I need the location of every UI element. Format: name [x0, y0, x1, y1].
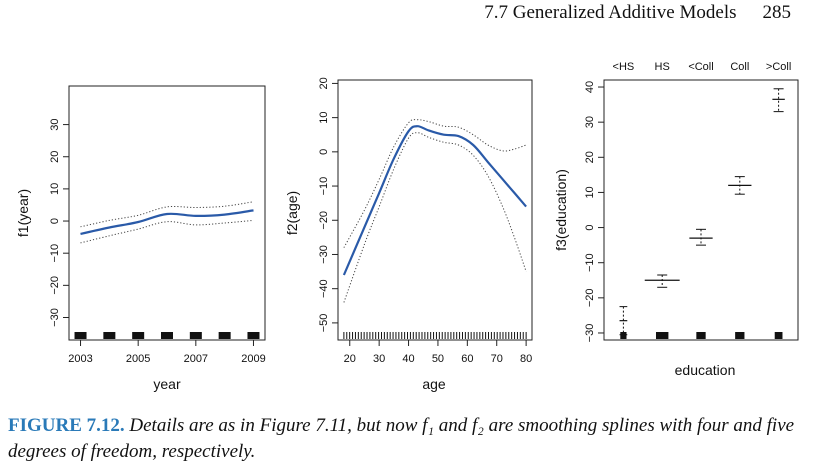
confidence-band-upper [343, 119, 527, 248]
y-tick-label: −20 [49, 276, 61, 295]
y-tick-label: −10 [584, 253, 596, 272]
y-axis-label: f1(year) [15, 189, 31, 237]
y-tick-label: −20 [318, 211, 330, 230]
rug-mark [189, 332, 202, 339]
x-axis-label: age [422, 376, 446, 392]
y-tick-label: −20 [584, 289, 596, 308]
plot-marks: −30 −20 −10 0 10 20 30 40 <HS HS <Coll Coll >Coll [584, 61, 791, 342]
rug-mark [655, 332, 669, 339]
rug-mark [247, 332, 260, 339]
y-tick-label: 20 [318, 77, 330, 89]
rug-mark [74, 332, 87, 339]
y-tick-label: 40 [584, 81, 596, 93]
x-tick-label: 40 [402, 353, 414, 365]
fitted-curve [80, 209, 254, 235]
x-axis-label: education [675, 362, 736, 378]
y-tick-label: 0 [49, 218, 61, 224]
category-label: Coll [730, 61, 749, 73]
section-title: 7.7 Generalized Additive Models [484, 2, 737, 23]
category-label: >Coll [766, 61, 791, 73]
y-tick-label: −50 [318, 314, 330, 333]
x-tick-label: 60 [461, 353, 473, 365]
page-number: 285 [762, 2, 792, 23]
y-tick-label: −30 [318, 245, 330, 264]
x-tick-label: 2009 [241, 353, 265, 365]
plot-frame [68, 85, 266, 341]
panel-education: −30 −20 −10 0 10 20 30 40 <HS HS <Coll Coll >Coll ed… [553, 61, 799, 378]
x-tick-label: 20 [344, 353, 356, 365]
y-tick-label: 10 [49, 183, 61, 195]
confidence-band-lower [343, 132, 527, 303]
plot-marks: −30 −20 −10 0 10 20 30 2003 2005 2007 2009 [49, 118, 266, 365]
x-tick-label: 70 [491, 353, 503, 365]
y-tick-label: −30 [49, 308, 61, 327]
category-label: <HS [613, 61, 635, 73]
rug-mark [132, 332, 145, 339]
y-tick-label: 30 [584, 116, 596, 128]
y-tick-label: 20 [584, 151, 596, 163]
confidence-band-upper [80, 201, 254, 228]
y-tick-label: −10 [49, 244, 61, 263]
rug-mark [774, 332, 783, 339]
category-label: HS [655, 61, 670, 73]
rug-mark [161, 332, 173, 339]
fitted-curve [342, 125, 527, 276]
y-tick-label: 20 [49, 151, 61, 163]
x-tick-label: 50 [432, 353, 444, 365]
x-tick-label: 80 [520, 353, 532, 365]
rug-mark [620, 332, 627, 339]
confidence-band-lower [80, 219, 254, 244]
category-label: <Coll [688, 61, 713, 73]
y-tick-label: 0 [318, 149, 330, 155]
plot-marks: −50 −40 −30 −20 −10 0 10 20 20 30 40 50 60 70 80 [318, 77, 532, 365]
plot-frame [337, 79, 533, 341]
y-axis-label: f2(age) [284, 191, 300, 235]
x-axis-label: year [153, 376, 181, 392]
panel-year: −30 −20 −10 0 10 20 30 2003 2005 2007 2009 year f1… [15, 85, 266, 392]
rug-mark [218, 332, 231, 339]
caption-text: Details are as in Figure 7.11, but now f… [8, 415, 795, 462]
x-tick-label: 2003 [68, 353, 92, 365]
y-tick-label: 0 [584, 225, 596, 231]
running-head: 7.7 Generalized Additive Models 285 [484, 2, 791, 24]
x-tick-label: 30 [373, 353, 385, 365]
figure-label: FIGURE 7.12. [8, 415, 125, 436]
plot-frame [603, 79, 799, 341]
figure-caption: FIGURE 7.12. Details are as in Figure 7.… [8, 413, 808, 465]
y-tick-label: −30 [584, 324, 596, 343]
rug-mark [696, 332, 706, 339]
y-tick-label: 10 [318, 112, 330, 124]
x-tick-label: 2005 [126, 353, 150, 365]
y-tick-label: −10 [318, 177, 330, 196]
panel-age: −50 −40 −30 −20 −10 0 10 20 20 30 40 50 60 70 80 age f… [284, 77, 533, 392]
x-tick-label: 2007 [184, 353, 208, 365]
y-axis-label: f3(education) [553, 169, 569, 251]
y-tick-label: 10 [584, 186, 596, 198]
rug-mark [103, 332, 116, 339]
rug-mark [735, 332, 745, 339]
y-tick-label: 30 [49, 118, 61, 130]
figure-panels: −30 −20 −10 0 10 20 30 2003 2005 2007 2009 year f1… [15, 61, 799, 392]
y-tick-label: −40 [318, 279, 330, 298]
